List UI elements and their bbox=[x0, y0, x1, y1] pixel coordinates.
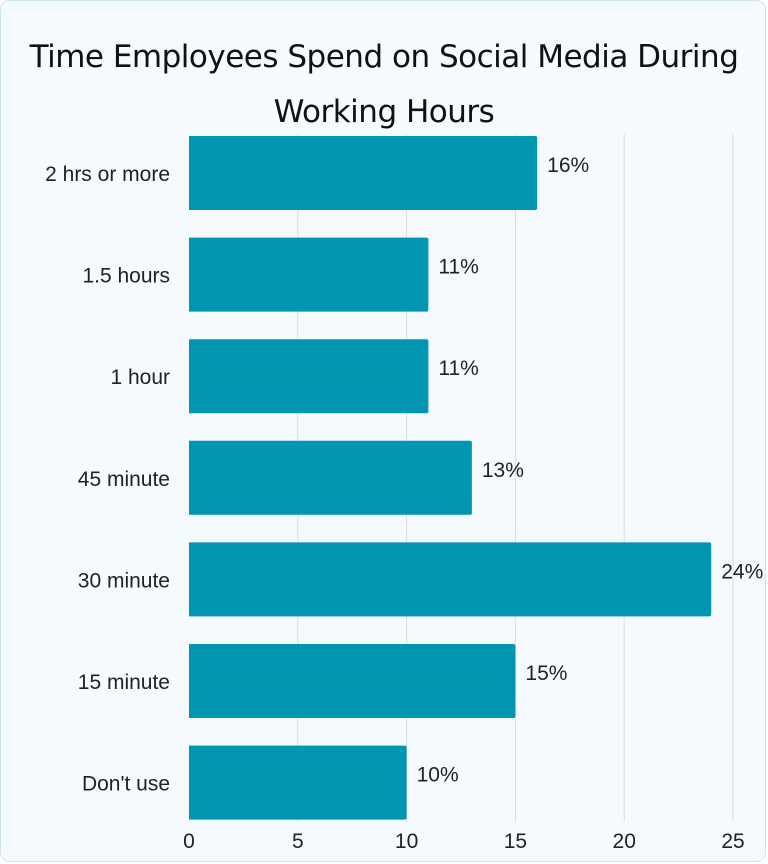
category-label: Don't use bbox=[82, 773, 170, 796]
bar-6 bbox=[189, 745, 407, 820]
value-label: 10% bbox=[417, 764, 459, 787]
value-labels: 16% 11% 11% 13% 24% 15% 10% bbox=[417, 154, 764, 787]
bar-3 bbox=[189, 440, 472, 515]
bar-1 bbox=[189, 237, 429, 312]
bar-4 bbox=[189, 542, 712, 617]
x-tick-label: 20 bbox=[613, 830, 636, 853]
value-label: 24% bbox=[721, 560, 763, 583]
value-label: 16% bbox=[547, 154, 589, 177]
x-tick-label: 0 bbox=[183, 830, 195, 853]
x-tick-label: 5 bbox=[292, 830, 304, 853]
value-label: 11% bbox=[438, 256, 478, 279]
bar-2 bbox=[189, 339, 429, 414]
x-tick-label: 25 bbox=[721, 830, 744, 853]
category-label: 30 minute bbox=[78, 569, 170, 592]
x-tick-label: 15 bbox=[504, 830, 527, 853]
category-label: 1.5 hours bbox=[82, 265, 170, 288]
value-label: 11% bbox=[438, 357, 478, 380]
value-label: 13% bbox=[482, 459, 524, 482]
bars bbox=[189, 136, 712, 820]
bar-0 bbox=[189, 136, 538, 210]
chart-title: Time Employees Spend on Social Media Dur… bbox=[29, 39, 739, 130]
category-label: 2 hrs or more bbox=[45, 163, 170, 186]
x-tick-labels: 0 5 10 15 20 25 bbox=[183, 830, 745, 853]
category-label: 15 minute bbox=[78, 671, 170, 694]
category-labels: 2 hrs or more 1.5 hours 1 hour 45 minute 30 … bbox=[45, 163, 170, 796]
x-tick-label: 10 bbox=[395, 830, 418, 853]
bar-5 bbox=[189, 644, 516, 718]
category-label: 1 hour bbox=[110, 366, 170, 389]
category-label: 45 minute bbox=[78, 468, 170, 491]
value-label: 15% bbox=[525, 662, 567, 685]
